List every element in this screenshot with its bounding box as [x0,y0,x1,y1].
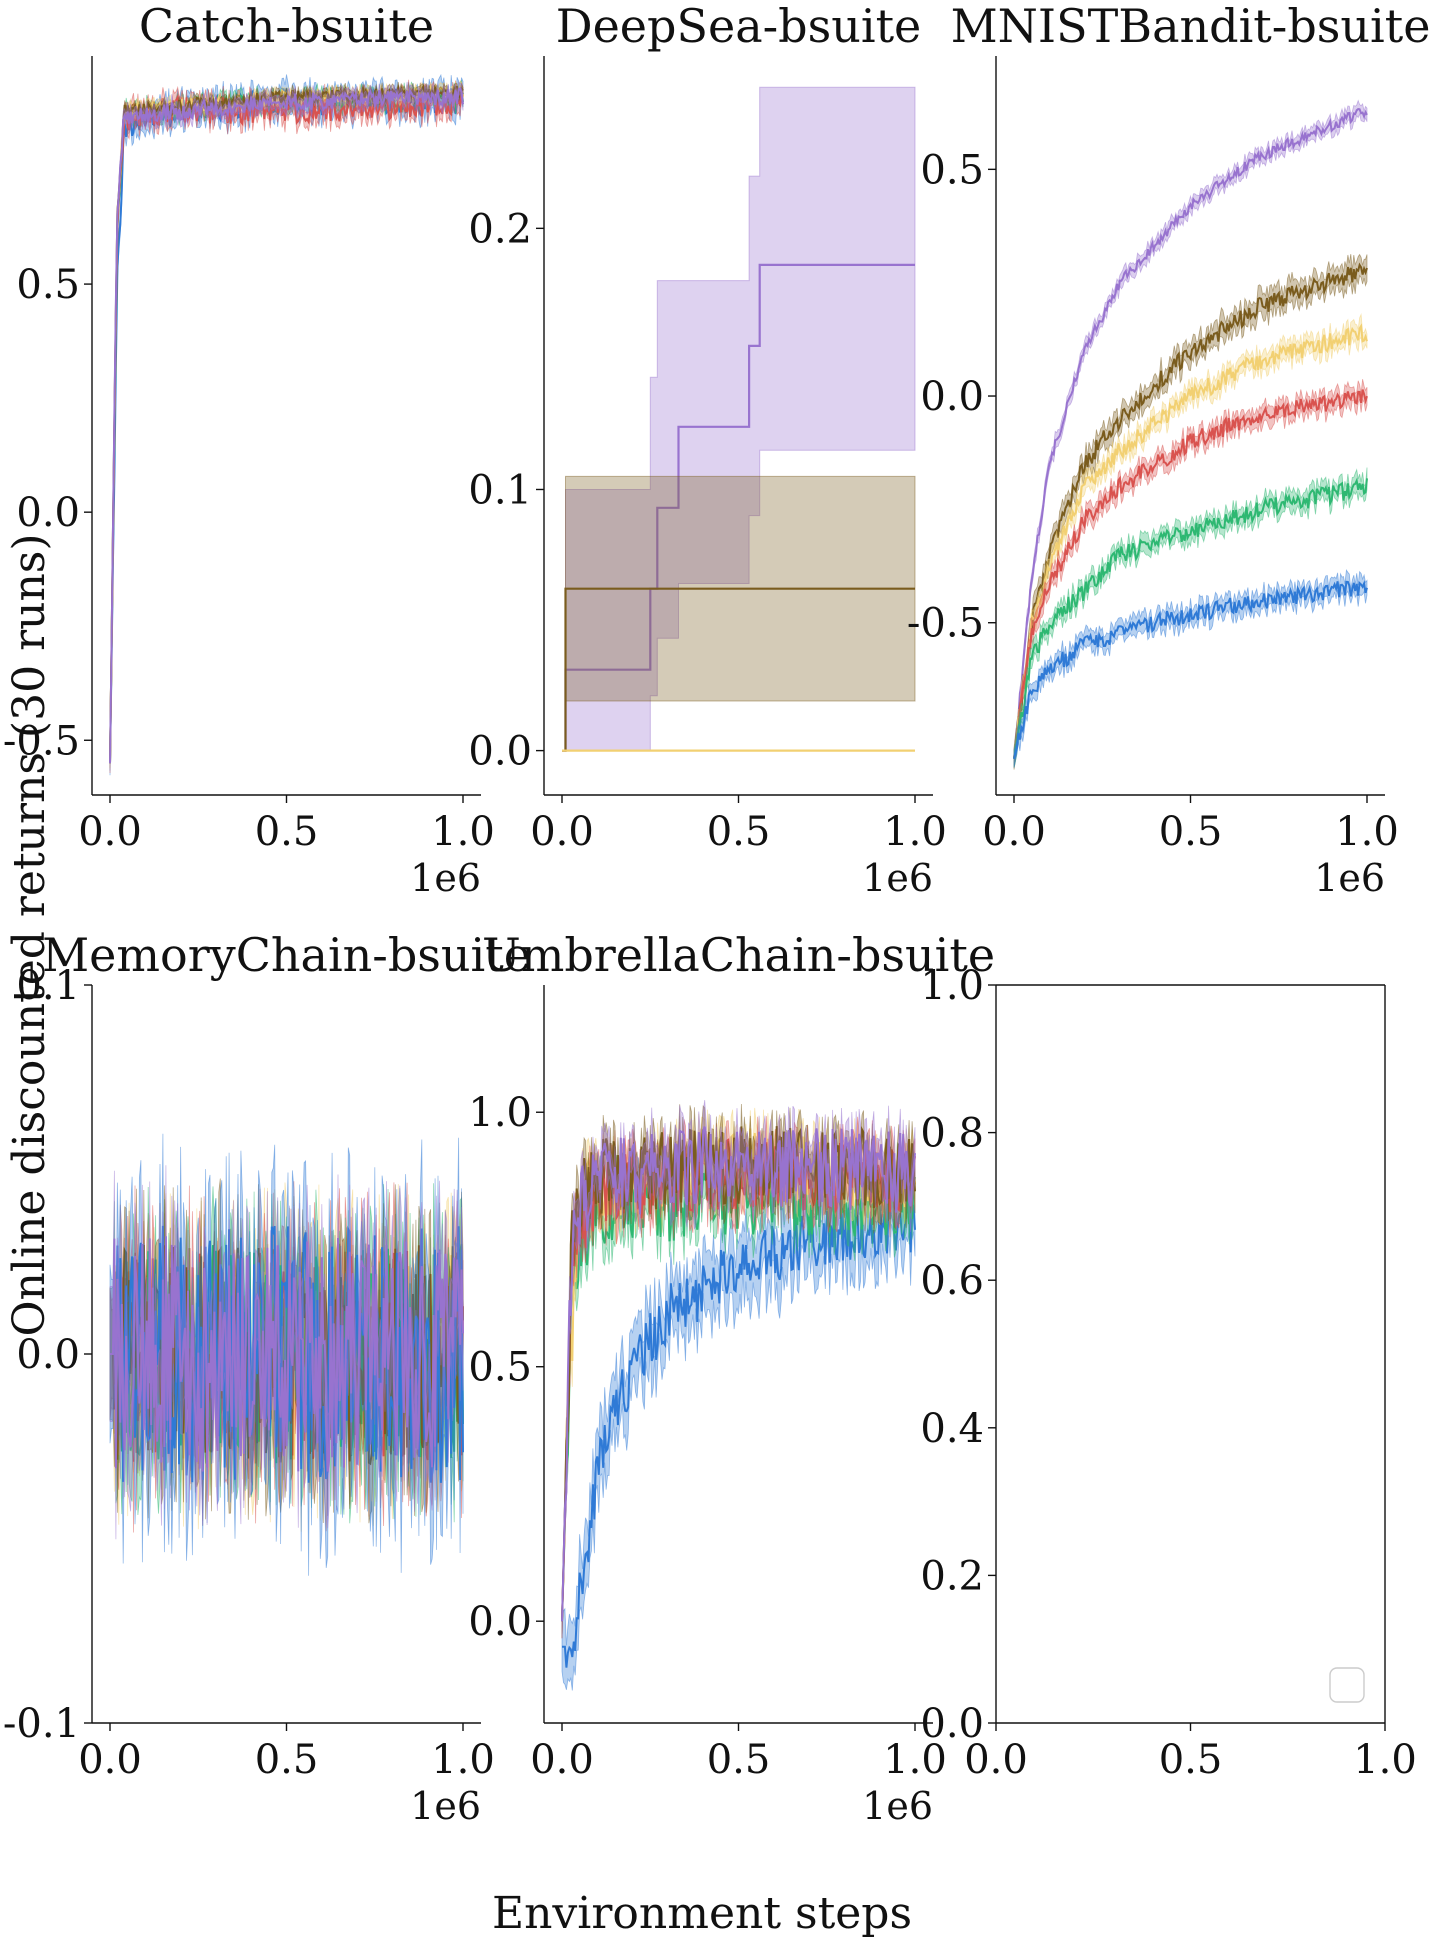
plot-area [1013,99,1368,770]
x-tick-label: 0.0 [78,1737,142,1783]
figure-xlabel: Environment steps [492,1888,912,1939]
x-tick-label: 0.0 [982,809,1046,855]
series-line-green [109,86,464,764]
plot-area [109,1133,464,1576]
y-tick-label: 0.1 [468,467,532,513]
x-tick-label: 0.0 [78,809,142,855]
step-line-purple [562,263,915,752]
x-tick-label: 0.5 [255,1737,319,1783]
panel-title: UmbrellaChain-bsuite [482,928,995,982]
series-band-brown [109,82,464,769]
y-tick-label: -0.1 [3,1701,80,1747]
y-tick-label: 0.4 [920,1406,984,1452]
x-tick-label: 0.5 [1159,809,1223,855]
series-band-green [109,79,464,771]
y-tick-label: 0.0 [920,1701,984,1747]
y-tick-label: 0.0 [16,490,80,536]
panel-title: MemoryChain-bsuite [42,928,531,982]
series-band-purple [109,81,464,771]
x-offset-label: 1e6 [862,1784,933,1828]
series-line-brown [1013,262,1368,759]
x-tick-label: 1.0 [883,809,947,855]
series-band-red [109,79,464,774]
series-line-blue [1013,580,1368,759]
series-line-yellow [109,84,464,764]
panel-title: MNISTBandit-bsuite [951,0,1431,53]
x-tick-label: 0.5 [707,809,771,855]
chart-panel-5: 0.00.51.00.0 0.5 1.01e6UmbrellaChain-bsuit… [468,928,995,1828]
y-tick-label: -0.5 [3,718,80,764]
y-tick-label: 1.0 [468,1090,532,1136]
x-offset-label: 1e6 [862,856,933,900]
x-tick-label: 0.5 [255,809,319,855]
series-line-purple [109,86,464,764]
plot-area [562,86,916,752]
series-line-purple [110,1236,464,1472]
x-tick-label: 1.0 [431,809,495,855]
y-tick-label: 1.0 [920,963,984,1009]
series-line-red [109,88,464,764]
y-tick-label: 0.5 [468,1345,532,1391]
x-tick-label: 1.0 [1335,809,1399,855]
y-tick-label: 0.5 [16,262,80,308]
series-band-brown [1013,253,1368,770]
series-line-red [1013,389,1368,759]
series-band-blue [561,1159,916,1691]
legend-box [1329,1667,1365,1703]
series-line-yellow [1013,323,1368,759]
x-tick-label: 1.0 [1353,1737,1417,1783]
figure-ylabel: Online discounted returns (30 runs) [4,533,55,1336]
x-tick-label: 0.5 [1159,1737,1223,1783]
y-tick-label: 0.0 [468,729,532,775]
x-tick-label: 0.0 [530,809,594,855]
y-tick-label: 0.2 [468,206,532,252]
series-band-yellow [1013,313,1368,768]
panel-title: Catch-bsuite [139,0,434,53]
series-line-brown [109,84,464,764]
x-tick-label: 0.0 [530,1737,594,1783]
series-band-purple [1013,99,1368,766]
y-tick-label: 0.8 [920,1111,984,1157]
series-band-blue [109,73,464,776]
y-tick-label: 0.5 [920,147,984,193]
y-tick-label: -0.5 [907,601,984,647]
plot-area [561,1100,916,1691]
x-tick-label: 1.0 [431,1737,495,1783]
plot-area [109,73,464,776]
x-offset-label: 1e6 [1314,856,1385,900]
series-line-purple [561,1126,916,1622]
x-tick-label: 0.5 [707,1737,771,1783]
series-band-yellow [109,80,464,769]
y-tick-label: 0.0 [920,374,984,420]
y-tick-label: 0.6 [920,1258,984,1304]
y-tick-label: 0.2 [920,1553,984,1599]
x-offset-label: 1e6 [410,1784,481,1828]
series-line-green [1013,477,1368,759]
chart-panel-6: 0.0 0.2 0.4 0.6 0.8 1.0 0.0 0.5 1.0 [920,963,1416,1783]
step-band-purple [562,86,916,752]
x-offset-label: 1e6 [410,856,481,900]
y-tick-label: 0.0 [16,1332,80,1378]
y-tick-label: 0.1 [16,963,80,1009]
series-line-blue [109,84,464,764]
x-tick-label: 1.0 [883,1737,947,1783]
x-tick-label: 0.0 [964,1737,1028,1783]
panel-title: DeepSea-bsuite [556,0,922,53]
series-line-brown [561,1125,916,1622]
series-line-purple [1013,108,1368,759]
series-band-red [1013,379,1368,768]
y-tick-label: 0.0 [468,1599,532,1645]
